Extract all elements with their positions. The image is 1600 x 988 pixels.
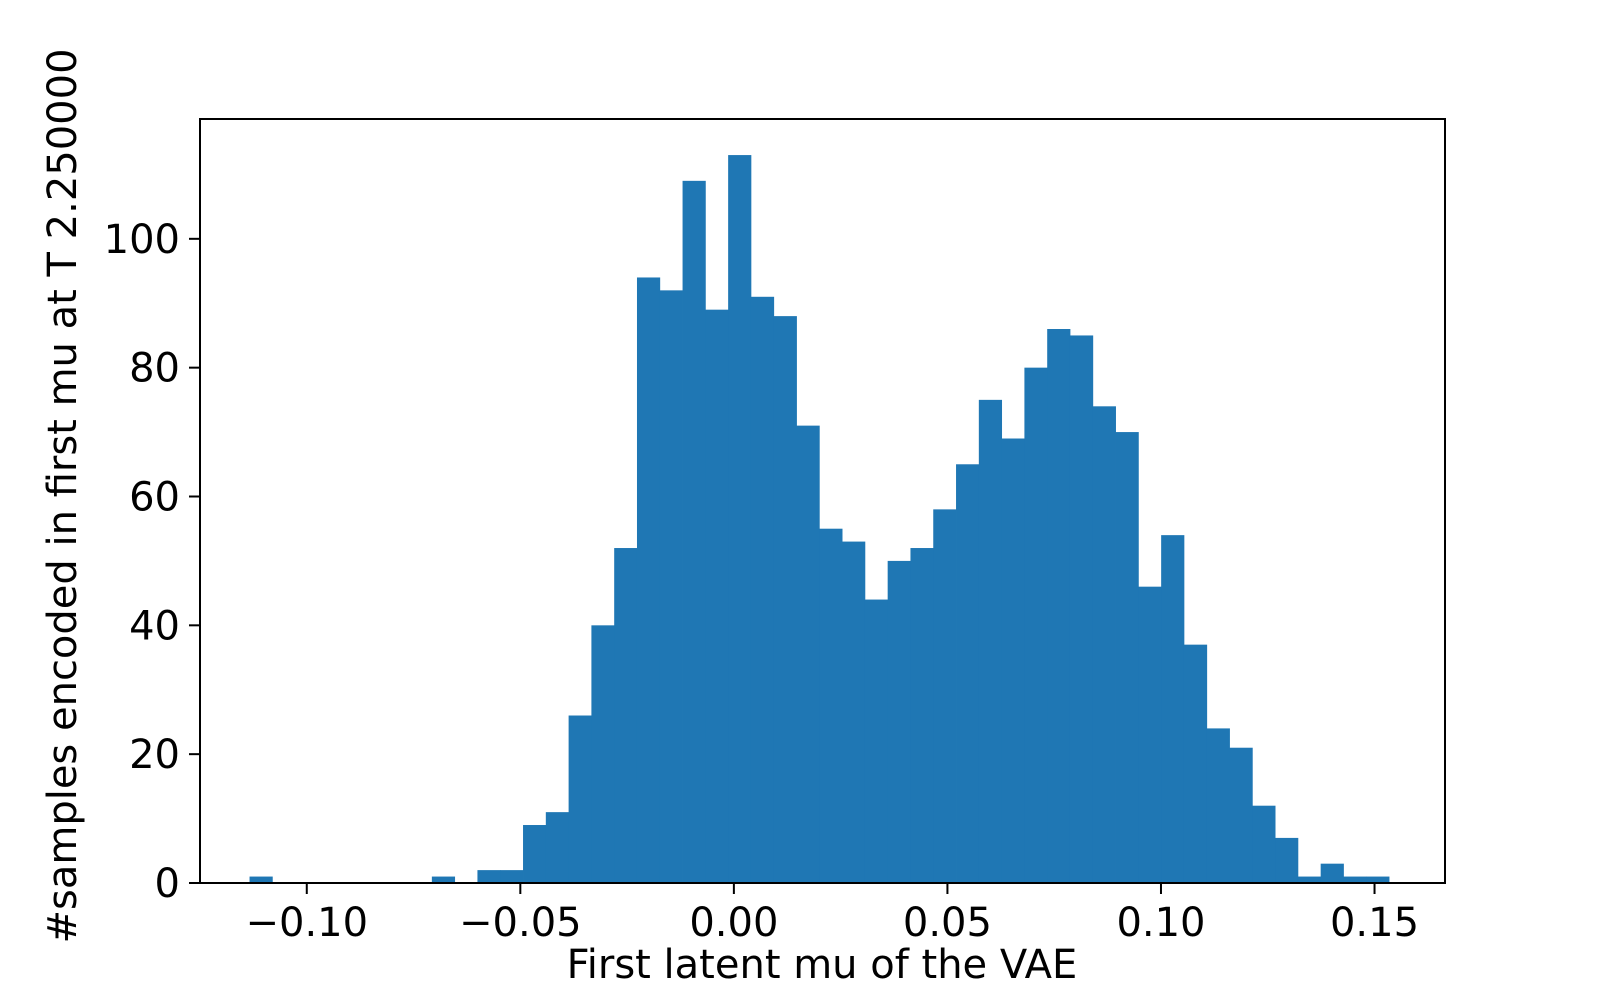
- histogram-bar: [1161, 535, 1185, 883]
- histogram-bar: [431, 876, 456, 883]
- histogram-bar: [773, 316, 797, 883]
- histogram-bar: [956, 464, 980, 883]
- histogram-bar: [1275, 837, 1299, 883]
- histogram-bar: [1138, 586, 1162, 883]
- y-axis-ticks: 0 20 40 60 80 100: [104, 217, 200, 907]
- x-tick-label: 0.10: [1116, 900, 1205, 946]
- x-axis-ticks: −0.10 −0.05 0.00 0.05 0.10 0.15: [245, 883, 1419, 946]
- histogram-bar: [1047, 329, 1071, 883]
- histogram-bar: [1320, 863, 1344, 883]
- histogram-bar: [659, 290, 683, 884]
- histogram-bar: [819, 528, 843, 883]
- histogram-bar: [728, 155, 752, 883]
- y-tick-label: 40: [129, 603, 180, 649]
- histogram-bar: [614, 548, 638, 883]
- histogram-bar: [750, 296, 775, 883]
- histogram-bar: [477, 870, 501, 883]
- plot-frame: [199, 118, 1446, 884]
- histogram-bar: [887, 560, 911, 883]
- histogram-bar: [1115, 432, 1139, 883]
- histogram-bar: [1297, 876, 1322, 883]
- histogram-bar: [910, 548, 934, 883]
- histogram-bar: [1252, 805, 1276, 883]
- histogram-bar: [1366, 876, 1390, 883]
- histogram-bar: [978, 399, 1003, 883]
- histogram-bar: [1069, 335, 1094, 883]
- y-axis-label: #samples encoded in first mu at T 2.2500…: [40, 48, 86, 943]
- y-tick-label: 100: [104, 217, 180, 263]
- histogram-bar: [1206, 728, 1230, 883]
- histogram-bar: [842, 541, 866, 883]
- y-tick-label: 60: [129, 474, 180, 520]
- histogram-bars: [249, 155, 1390, 884]
- x-tick-label: 0.15: [1330, 900, 1419, 946]
- x-tick-label: −0.05: [459, 900, 582, 946]
- x-tick-label: 0.00: [689, 900, 778, 946]
- histogram-bar: [249, 876, 273, 883]
- y-tick-label: 80: [129, 346, 180, 392]
- histogram-bar: [682, 180, 706, 884]
- y-tick-label: 20: [129, 732, 180, 778]
- histogram-bar: [1092, 406, 1116, 883]
- histogram-bar: [1183, 644, 1208, 883]
- histogram-bar: [1024, 367, 1048, 883]
- histogram-bar: [568, 715, 592, 883]
- histogram-bar: [796, 425, 820, 883]
- histogram-bar: [591, 625, 615, 883]
- histogram-bar: [500, 870, 524, 883]
- histogram-bar: [1343, 876, 1367, 883]
- histogram-bar: [636, 277, 661, 884]
- y-tick-label: 0: [155, 861, 180, 907]
- histogram-bar: [864, 599, 889, 883]
- histogram-bar: [705, 309, 729, 883]
- histogram-bar: [523, 825, 547, 883]
- histogram-bar: [1001, 438, 1025, 883]
- histogram-bar: [545, 812, 570, 883]
- histogram-bar: [1229, 747, 1253, 883]
- x-tick-label: −0.10: [245, 900, 368, 946]
- histogram-bar: [933, 509, 957, 883]
- x-tick-label: 0.05: [903, 900, 992, 946]
- x-axis-label: First latent mu of the VAE: [567, 942, 1078, 988]
